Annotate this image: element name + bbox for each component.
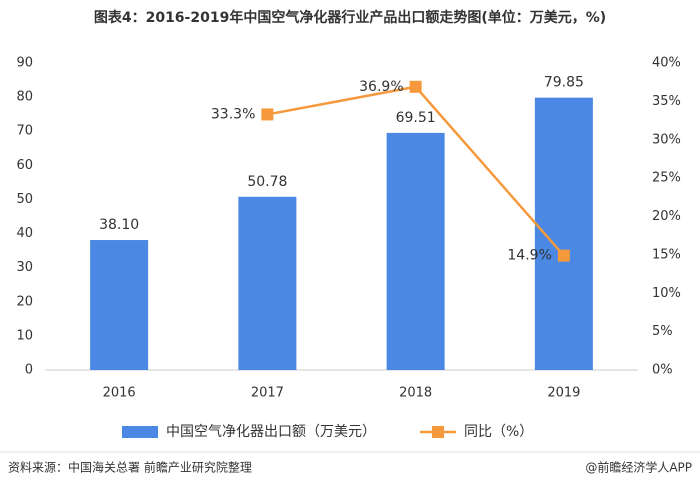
line-marker — [261, 108, 274, 121]
y-tick-label: 70 — [16, 124, 33, 139]
line-marker — [557, 249, 570, 262]
y2-tick-label: 20% — [652, 209, 681, 224]
line-value-label: 36.9% — [359, 79, 403, 95]
bar — [386, 132, 445, 370]
x-tick-label: 2018 — [399, 386, 432, 401]
y-tick-label: 60 — [16, 158, 33, 173]
y-tick-label: 30 — [16, 260, 33, 275]
y-tick-label: 40 — [16, 226, 33, 241]
y-tick-label: 90 — [16, 56, 33, 71]
credit: @前瞻经济学人APP — [585, 460, 692, 475]
bar — [90, 240, 149, 370]
y2-tick-label: 5% — [652, 324, 673, 339]
line-value-label: 33.3% — [211, 106, 255, 122]
y2-tick-label: 25% — [652, 171, 681, 186]
bar-value-label: 79.85 — [544, 75, 584, 91]
y2-tick-label: 10% — [652, 286, 681, 301]
y-tick-label: 10 — [16, 328, 33, 343]
source: 资料来源：中国海关总署 前瞻产业研究院整理 — [8, 460, 252, 475]
y-tick-label: 0 — [25, 363, 33, 378]
y-tick-label: 20 — [16, 294, 33, 309]
legend-label: 中国空气净化器出口额（万美元） — [166, 424, 376, 440]
x-tick-label: 2019 — [547, 386, 580, 401]
legend-swatch — [122, 426, 158, 438]
x-tick-label: 2016 — [103, 386, 136, 401]
bar-value-label: 50.78 — [247, 174, 287, 190]
y2-tick-label: 35% — [652, 94, 681, 109]
line-value-label: 14.9% — [507, 248, 551, 264]
y2-tick-label: 40% — [652, 56, 681, 71]
y2-tick-label: 30% — [652, 132, 681, 147]
y-tick-label: 80 — [16, 90, 33, 105]
y-tick-label: 50 — [16, 192, 33, 207]
y2-tick-label: 15% — [652, 247, 681, 262]
legend-swatch — [432, 426, 444, 438]
x-tick-label: 2017 — [251, 386, 284, 401]
legend-label: 同比（%） — [464, 424, 533, 440]
bar — [238, 196, 297, 370]
line-marker — [409, 80, 422, 93]
chart-title: 图表4：2016-2019年中国空气净化器行业产品出口额走势图(单位：万美元，%… — [94, 9, 606, 26]
y2-tick-label: 0% — [652, 363, 673, 378]
bar-value-label: 38.10 — [99, 217, 139, 233]
bar-value-label: 69.51 — [396, 110, 436, 126]
